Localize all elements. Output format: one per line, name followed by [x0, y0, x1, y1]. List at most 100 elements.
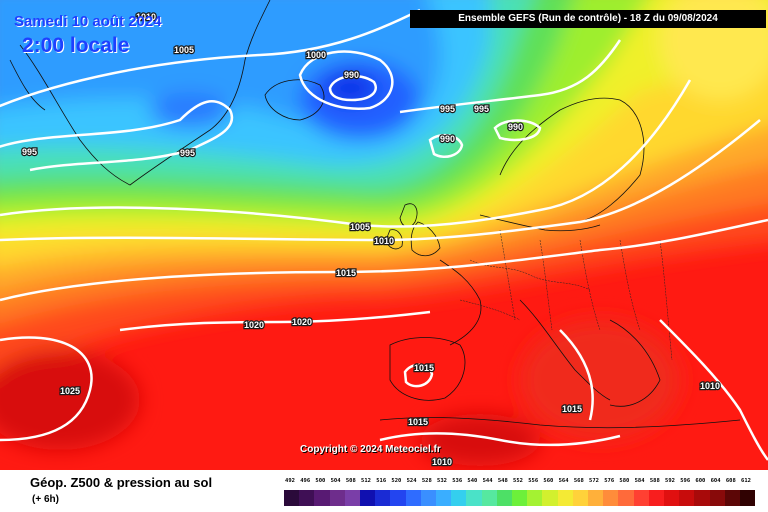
britain-coast: [410, 221, 441, 257]
scale-color-swatch: [542, 490, 558, 506]
scale-value-label: 524: [406, 478, 417, 484]
isobar-label: 1010: [432, 457, 452, 467]
isobar-label: 1000: [306, 50, 326, 60]
scale-value-label: 556: [528, 478, 539, 484]
scale-value-label: 580: [619, 478, 630, 484]
isobar-1020: [119, 310, 431, 332]
scale-color-swatch: [740, 490, 756, 506]
scale-value-label: 492: [285, 478, 295, 484]
scale-color-swatch: [299, 490, 315, 506]
scale-value-label: 516: [376, 478, 387, 484]
scale-value-label: 592: [665, 478, 675, 484]
isobar-1015: [0, 218, 768, 302]
ireland-coast: [385, 229, 403, 250]
isobar-995-east: [399, 39, 622, 114]
scale-color-swatch: [588, 490, 604, 506]
scale-value-label: 560: [543, 478, 554, 484]
isobar-label: 1015: [408, 417, 428, 427]
italy-coast: [519, 299, 611, 401]
isobar-label: 1010: [374, 236, 394, 246]
model-run-banner: Ensemble GEFS (Run de contrôle) - 18 Z d…: [410, 10, 766, 28]
scale-color-swatch: [664, 490, 680, 506]
copyright-notice: Copyright © 2024 Meteociel.fr: [300, 444, 441, 455]
scale-value-label: 508: [345, 478, 356, 484]
north-africa-coast: [379, 417, 741, 429]
isobar-label: 1015: [336, 268, 356, 278]
scale-value-label: 596: [680, 478, 691, 484]
balkans-coast: [609, 319, 661, 407]
scale-value-label: 604: [710, 478, 721, 484]
isobar-label: 990: [344, 70, 359, 80]
scale-color-swatch: [557, 490, 573, 506]
forecast-map: 1010 1005 1000 990 995 995 995 990 990 9…: [0, 0, 768, 470]
scale-color-swatch: [344, 490, 360, 506]
isobar-1005: [0, 8, 421, 108]
scale-value-label: 548: [497, 478, 508, 484]
isobar-990-east2: [493, 119, 542, 142]
forecast-step: (+ 6h): [32, 494, 59, 505]
scale-color-swatch: [527, 490, 543, 506]
isobar-label: 990: [508, 122, 523, 132]
isobar-label: 1015: [414, 363, 434, 373]
scale-color-swatch: [679, 490, 695, 506]
isobar-1025: [0, 336, 93, 442]
isobar-labels: 1010 1005 1000 990 995 995 995 990 990 9…: [21, 11, 721, 468]
scotland-coast: [399, 203, 418, 228]
scale-color-swatch: [512, 490, 528, 506]
baltic-coast: [479, 214, 601, 232]
isobar-1015-italy: [559, 329, 594, 421]
isobar-label: 995: [22, 147, 37, 157]
isobar-1010-east: [659, 319, 768, 461]
iceland-coast: [264, 79, 325, 121]
isobar-1010-africa: [379, 432, 621, 447]
isobar-label: 1005: [174, 45, 194, 55]
scale-color-swatch: [405, 490, 421, 506]
isobar-label: 1010: [700, 381, 720, 391]
isobar-label: 990: [440, 134, 455, 144]
isobar-label: 1025: [60, 386, 80, 396]
scale-value-label: 612: [741, 478, 751, 484]
scandinavia-coast: [499, 97, 645, 221]
scale-value-label: 540: [467, 478, 478, 484]
scale-value-label: 600: [695, 478, 706, 484]
chart-title: Géop. Z500 & pression au sol: [30, 475, 213, 490]
scale-value-label: 500: [315, 478, 326, 484]
isobar-1015-iberia: [403, 363, 434, 388]
scale-value-label: 544: [482, 478, 493, 484]
forecast-local-time: 2:00 locale: [22, 34, 130, 57]
scale-color-swatch: [436, 490, 452, 506]
scale-color-swatch: [572, 490, 588, 506]
isobar-label: 1020: [244, 320, 264, 330]
scale-value-label: 552: [513, 478, 523, 484]
isobar-label: 995: [180, 148, 195, 158]
scale-value-label: 536: [452, 478, 463, 484]
isobar-1010: [0, 119, 761, 242]
isobar-label: 995: [440, 104, 455, 114]
scale-value-label: 496: [300, 478, 311, 484]
scale-value-label: 532: [437, 478, 447, 484]
scale-color-swatch: [329, 490, 345, 506]
scale-color-swatch: [466, 490, 482, 506]
scale-color-swatch: [360, 490, 376, 506]
isobar-label: 1010: [136, 12, 156, 22]
scale-value-label: 576: [604, 478, 615, 484]
isobar-label: 995: [474, 104, 489, 114]
scale-color-swatch: [603, 490, 619, 506]
scale-value-label: 528: [421, 478, 432, 484]
isobar-990-east1: [428, 133, 464, 158]
scale-value-label: 568: [573, 478, 584, 484]
color-scale-legend: 492 496 500 504 508 512 516 520 524 528 532 536 540 5…: [282, 478, 756, 508]
isobar-label: 1015: [562, 404, 582, 414]
iberia-coast: [389, 337, 466, 401]
isobar-1005-mid: [0, 79, 692, 228]
scale-color-swatch: [724, 490, 740, 506]
map-canvas: 1010 1005 1000 990 995 995 995 990 990 9…: [0, 0, 768, 470]
forecast-date: Samedi 10 août 2024: [14, 13, 162, 30]
coastlines: [9, 0, 741, 429]
scale-color-swatch: [375, 490, 391, 506]
isobar-label: 1005: [350, 222, 370, 232]
scale-color-swatch: [481, 490, 497, 506]
scale-value-label: 520: [391, 478, 402, 484]
scale-color-swatch: [390, 490, 406, 506]
